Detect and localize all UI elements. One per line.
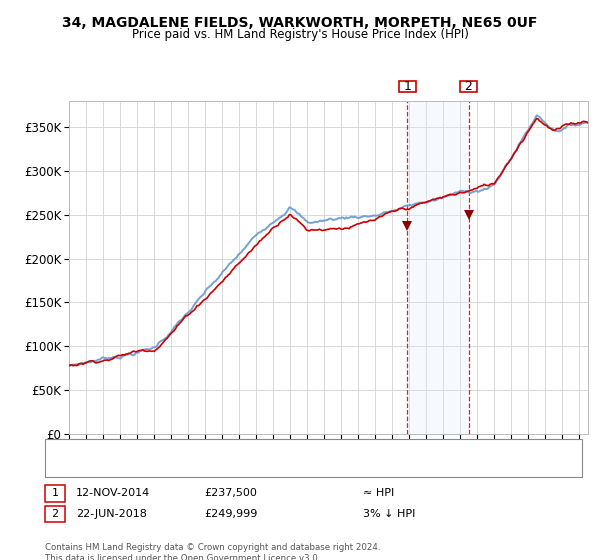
Text: 1: 1 xyxy=(403,80,411,93)
Text: HPI: Average price, detached house, Northumberland: HPI: Average price, detached house, Nort… xyxy=(90,463,369,473)
Text: ≈ HPI: ≈ HPI xyxy=(363,488,394,498)
Text: 12-NOV-2014: 12-NOV-2014 xyxy=(76,488,151,498)
Text: 2: 2 xyxy=(52,509,58,519)
Bar xyxy=(407,101,469,434)
Text: 22-JUN-2018: 22-JUN-2018 xyxy=(76,509,147,519)
Text: 2: 2 xyxy=(464,80,472,93)
Text: Price paid vs. HM Land Registry's House Price Index (HPI): Price paid vs. HM Land Registry's House … xyxy=(131,28,469,41)
Text: 34, MAGDALENE FIELDS, WARKWORTH, MORPETH, NE65 0UF: 34, MAGDALENE FIELDS, WARKWORTH, MORPETH… xyxy=(62,16,538,30)
Text: 3% ↓ HPI: 3% ↓ HPI xyxy=(363,509,415,519)
Text: 1: 1 xyxy=(52,488,58,498)
Text: Contains HM Land Registry data © Crown copyright and database right 2024.
This d: Contains HM Land Registry data © Crown c… xyxy=(45,543,380,560)
Text: £237,500: £237,500 xyxy=(204,488,257,498)
Text: ——: —— xyxy=(60,461,85,474)
Text: ——: —— xyxy=(60,443,85,456)
Text: 34, MAGDALENE FIELDS, WARKWORTH, MORPETH, NE65 0UF (detached house): 34, MAGDALENE FIELDS, WARKWORTH, MORPETH… xyxy=(90,445,500,455)
Text: £249,999: £249,999 xyxy=(204,509,257,519)
